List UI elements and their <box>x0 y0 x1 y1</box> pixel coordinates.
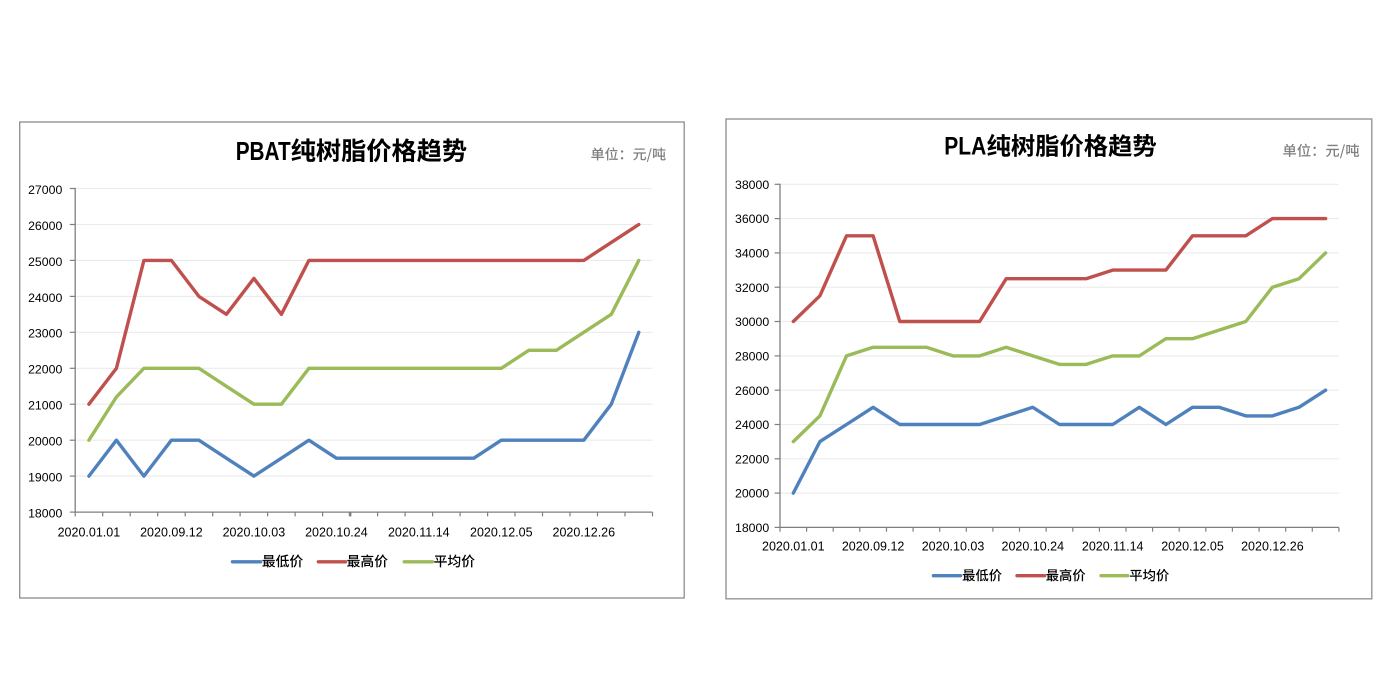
svg-text:18000: 18000 <box>28 507 62 521</box>
svg-text:18000: 18000 <box>735 521 769 535</box>
svg-text:21000: 21000 <box>28 399 62 413</box>
svg-text:34000: 34000 <box>735 247 769 261</box>
svg-text:2020.11.14: 2020.11.14 <box>388 525 450 539</box>
svg-text:32000: 32000 <box>735 281 769 295</box>
svg-text:24000: 24000 <box>28 291 62 305</box>
svg-text:PLA: PLA <box>944 133 986 161</box>
svg-text:20000: 20000 <box>28 435 62 449</box>
svg-text:19000: 19000 <box>28 471 62 485</box>
svg-text:2020.09.12: 2020.09.12 <box>140 525 203 539</box>
svg-text:2020.10.24: 2020.10.24 <box>305 525 368 539</box>
svg-text:2020.10.03: 2020.10.03 <box>922 539 985 553</box>
svg-text:2020.12.05: 2020.12.05 <box>1161 539 1224 553</box>
svg-text:2020.10.03: 2020.10.03 <box>223 525 286 539</box>
svg-text:2020.12.26: 2020.12.26 <box>1241 539 1304 553</box>
svg-text:20000: 20000 <box>735 487 769 501</box>
svg-text:2020.01.01: 2020.01.01 <box>762 539 825 553</box>
svg-text:25000: 25000 <box>28 255 62 269</box>
svg-text:22000: 22000 <box>735 452 769 466</box>
svg-text:30000: 30000 <box>735 315 769 329</box>
svg-text:26000: 26000 <box>735 384 769 398</box>
svg-text:2020.11.14: 2020.11.14 <box>1082 539 1144 553</box>
svg-text:27000: 27000 <box>28 183 62 197</box>
svg-text:28000: 28000 <box>735 350 769 364</box>
svg-text:26000: 26000 <box>28 219 62 233</box>
svg-text:2020.12.05: 2020.12.05 <box>470 525 533 539</box>
svg-text:2020.09.12: 2020.09.12 <box>842 539 905 553</box>
svg-text:38000: 38000 <box>735 178 769 192</box>
svg-text:24000: 24000 <box>735 418 769 432</box>
svg-text:2020.01.01: 2020.01.01 <box>58 525 121 539</box>
svg-text:2020.10.24: 2020.10.24 <box>1002 539 1065 553</box>
svg-text:23000: 23000 <box>28 327 62 341</box>
svg-text:36000: 36000 <box>735 212 769 226</box>
svg-text:PBAT: PBAT <box>236 136 291 166</box>
svg-text:2020.12.26: 2020.12.26 <box>553 525 616 539</box>
svg-text:22000: 22000 <box>28 363 62 377</box>
